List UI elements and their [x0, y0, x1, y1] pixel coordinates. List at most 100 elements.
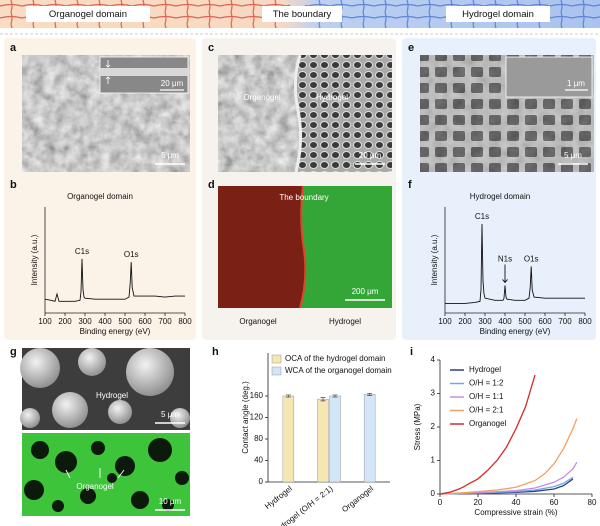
banner-label: Hydrogel domain: [462, 9, 534, 20]
legend-swatch: [271, 366, 282, 376]
x-tick-label: 100: [438, 317, 452, 326]
scale-label: 1 μm: [567, 79, 585, 88]
x-tick-label: 500: [518, 317, 532, 326]
x-tick-label: 0: [438, 498, 443, 507]
legend-label: OCA of the hydrogel domain: [285, 354, 386, 363]
x-tick-label: 60: [550, 498, 559, 507]
bar: [329, 395, 341, 483]
legend-label: WCA of the organogel domain: [285, 366, 392, 375]
caption: Hydrogel: [329, 317, 361, 326]
label-arrows: [65, 468, 125, 479]
panel-letter: g: [10, 346, 17, 358]
image-label: Organogel: [76, 482, 114, 491]
y-tick-label: 0: [259, 477, 264, 486]
chart-title: Organogel domain: [67, 192, 133, 201]
fluorescence-right: [300, 186, 392, 308]
y-tick-label: 0: [431, 489, 436, 498]
scale-label: 20 μm: [359, 151, 382, 160]
x-tick-label: 300: [78, 317, 92, 326]
legend-label: Organogel: [469, 419, 507, 428]
y-tick-label: 120: [250, 413, 264, 422]
data-line: [445, 223, 585, 304]
y-tick-label: 80: [254, 434, 263, 443]
banner-box: [262, 6, 342, 22]
y-axis-label: Contact angle (deg.): [241, 381, 250, 454]
y-tick-label: 3: [431, 389, 436, 398]
inset-image: [505, 56, 593, 98]
peak-label: O1s: [524, 254, 539, 263]
image-label: The boundary: [279, 193, 328, 202]
scale-label: 10 μm: [159, 497, 182, 506]
spheres: [20, 348, 190, 428]
peak-arrow: [502, 264, 508, 284]
chart-title: Hydrogel domain: [470, 192, 530, 201]
x-tick-label: Organogel: [340, 484, 375, 514]
scale-label: 5 μm: [161, 151, 179, 160]
panel-letter: i: [410, 346, 413, 358]
boundary: [293, 54, 303, 173]
data-line: [439, 374, 536, 495]
panel-letter: c: [208, 42, 214, 54]
banner-box: [26, 6, 150, 22]
y-tick-label: 4: [431, 355, 436, 364]
peak-label: C1s: [475, 212, 489, 221]
panel-letter: e: [408, 42, 414, 54]
inset-layer: [100, 68, 188, 76]
x-tick-label: 20: [474, 498, 483, 507]
caption: Organogel: [239, 317, 277, 326]
y-tick-label: 2: [431, 422, 436, 431]
x-tick-label: 80: [588, 498, 597, 507]
y-tick-label: 160: [250, 391, 264, 400]
panel-letter: f: [408, 179, 412, 191]
bar: [317, 398, 329, 483]
banner-box: [446, 6, 550, 22]
x-tick-label: 300: [478, 317, 492, 326]
panel-letter: a: [10, 42, 17, 54]
scale-label: 20 μm: [161, 79, 184, 88]
x-tick-label: 700: [158, 317, 172, 326]
x-tick-label: 600: [138, 317, 152, 326]
scale-label: 5 μm: [564, 151, 582, 160]
boundary: [299, 185, 307, 309]
legend-label: Hydrogel: [469, 365, 501, 374]
x-axis-label: Binding energy (eV): [480, 327, 551, 336]
data-line: [439, 418, 578, 495]
y-axis-label: Intensity (a.u.): [30, 234, 39, 285]
x-tick-label: Hydrogel: [263, 484, 294, 511]
panel-letter: b: [10, 179, 17, 191]
panel-letter: d: [208, 179, 215, 191]
image-label: Organogel: [243, 93, 281, 102]
scale-label: 5 μm: [161, 410, 179, 419]
porous-region: [295, 55, 392, 172]
x-tick-label: 800: [578, 317, 592, 326]
panel-letter: h: [212, 346, 219, 358]
y-axis-label: Intensity (a.u.): [430, 234, 439, 285]
inset-arrows: [105, 60, 111, 84]
scale-label: 200 μm: [352, 287, 379, 296]
y-axis-label: Stress (MPa): [413, 403, 422, 450]
x-tick-label: 500: [118, 317, 132, 326]
error-bar: [320, 397, 326, 402]
image-label: Hydrogel: [96, 391, 128, 400]
x-tick-label: 100: [38, 317, 52, 326]
y-tick-label: 40: [254, 456, 263, 465]
image-label: Hydrogel: [316, 93, 348, 102]
x-tick-label: 40: [512, 498, 521, 507]
x-tick-label: 400: [498, 317, 512, 326]
data-line: [439, 461, 578, 495]
peak-label: C1s: [75, 247, 89, 256]
error-bar: [367, 392, 373, 396]
x-tick-label: 700: [558, 317, 572, 326]
x-axis-label: Compressive strain (%): [474, 508, 557, 517]
banner-label: The boundary: [273, 9, 332, 20]
x-axis-label: Binding energy (eV): [80, 327, 151, 336]
legend-label: O/H = 1:1: [469, 392, 504, 401]
droplets: [24, 438, 189, 512]
error-bar: [332, 394, 338, 398]
data-line: [44, 258, 185, 302]
bar: [363, 394, 376, 483]
y-tick-label: 1: [431, 456, 436, 465]
banner-label: Organogel domain: [49, 9, 127, 20]
peak-label: O1s: [124, 250, 139, 259]
